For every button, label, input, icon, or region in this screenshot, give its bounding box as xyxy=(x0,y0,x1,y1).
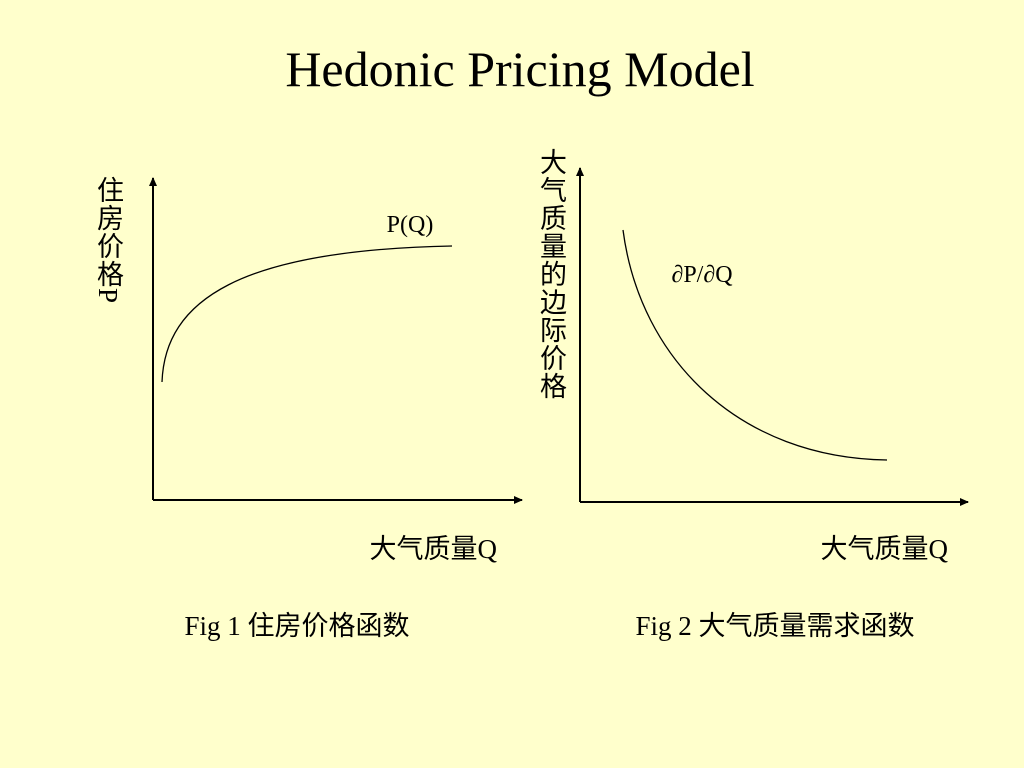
y-axis-label: 住房价格P xyxy=(93,176,124,304)
y-axis-label: 大气质量的边际价格 xyxy=(536,148,567,400)
figure-2: ∂P/∂Q 大气质量的边际价格 大气质量Q Fig 2 大气质量需求函数 xyxy=(536,148,969,641)
figure-1: P(Q) 住房价格P 大气质量Q Fig 1 住房价格函数 xyxy=(93,176,523,641)
curve-label: ∂P/∂Q xyxy=(671,262,732,288)
caption: Fig 1 住房价格函数 xyxy=(184,611,409,641)
price-curve xyxy=(161,245,453,383)
caption: Fig 2 大气质量需求函数 xyxy=(635,611,914,641)
slide-title: Hedonic Pricing Model xyxy=(285,41,754,97)
x-axis-label: 大气质量Q xyxy=(821,534,949,564)
demand-curve xyxy=(622,229,888,461)
curve-label: P(Q) xyxy=(387,212,434,238)
x-axis-label: 大气质量Q xyxy=(370,534,498,564)
